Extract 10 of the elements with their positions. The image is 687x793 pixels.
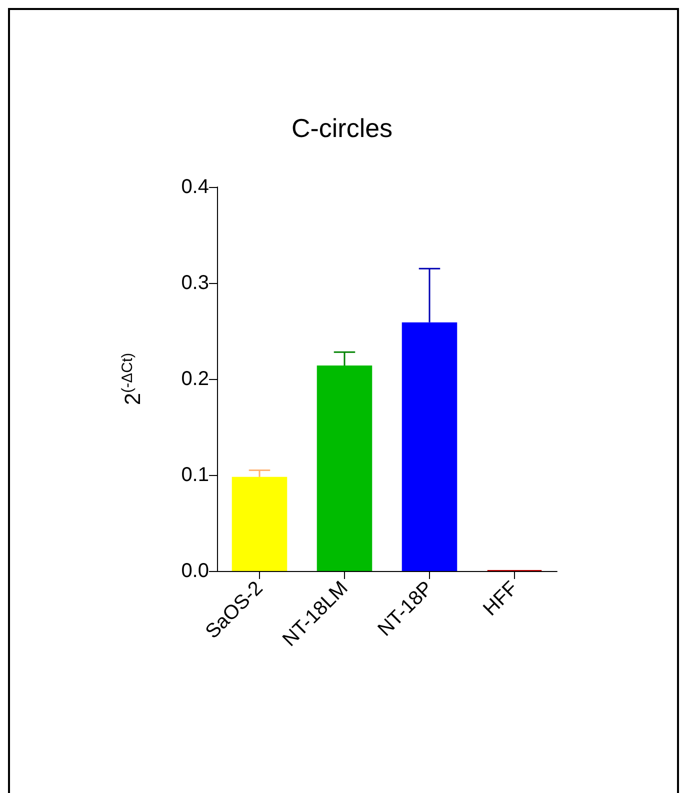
y-tick-label: 0.0 bbox=[181, 560, 209, 582]
y-tick-label: 0.3 bbox=[181, 272, 209, 294]
bar bbox=[402, 322, 458, 571]
y-axis-title: 2(-ΔCt) bbox=[119, 352, 145, 406]
chart-title: C-circles bbox=[291, 113, 393, 143]
y-tick-label: 0.2 bbox=[181, 368, 209, 390]
y-tick-label: 0.4 bbox=[181, 176, 209, 198]
bar bbox=[316, 366, 372, 571]
bar bbox=[232, 476, 288, 571]
y-tick-label: 0.1 bbox=[181, 464, 209, 486]
